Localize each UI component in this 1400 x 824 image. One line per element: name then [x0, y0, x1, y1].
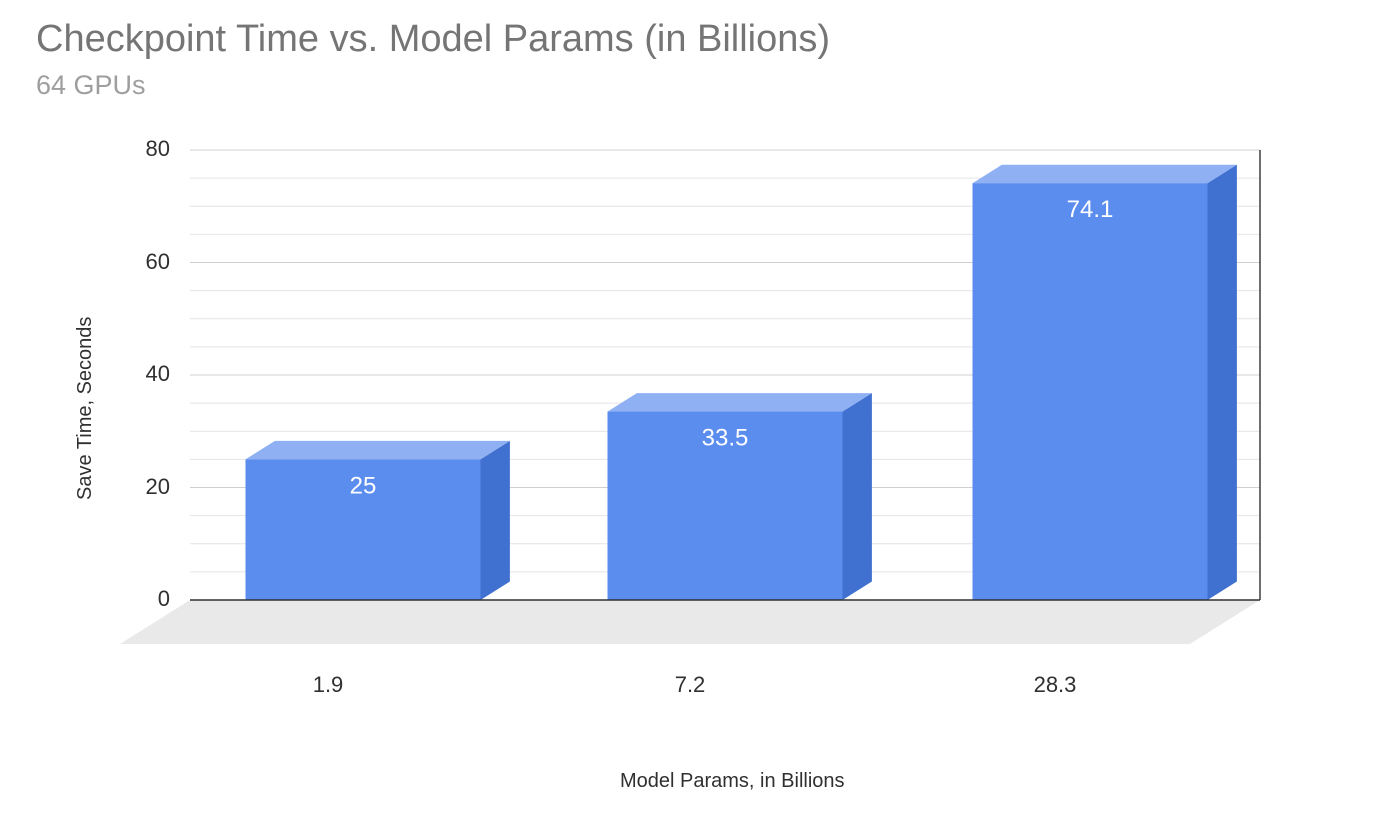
y-tick-label: 0	[110, 586, 170, 612]
bar-side-face	[481, 441, 510, 600]
bar-value-label: 74.1	[1067, 196, 1114, 223]
bar: 25	[246, 441, 510, 600]
bar: 74.1	[973, 165, 1237, 600]
x-tick-label: 28.3	[995, 672, 1115, 698]
bar-front-face	[973, 183, 1208, 600]
bar-top-face	[608, 393, 872, 411]
chart-floor	[120, 600, 1260, 644]
bar-top-face	[973, 165, 1237, 183]
bar-value-label: 33.5	[702, 425, 749, 452]
bar-side-face	[1208, 165, 1237, 600]
y-tick-label: 20	[110, 474, 170, 500]
bar-value-label: 25	[350, 472, 377, 499]
bar-side-face	[843, 393, 872, 600]
y-tick-label: 40	[110, 361, 170, 387]
bar-chart: 25 33.5 74.1	[0, 0, 1400, 824]
y-axis-label: Save Time, Seconds	[74, 317, 97, 500]
bar: 33.5	[608, 393, 872, 600]
y-tick-label: 60	[110, 249, 170, 275]
x-tick-label: 7.2	[630, 672, 750, 698]
bar-top-face	[246, 441, 510, 459]
x-tick-label: 1.9	[268, 672, 388, 698]
y-tick-label: 80	[110, 136, 170, 162]
x-axis-label: Model Params, in Billions	[620, 770, 845, 793]
